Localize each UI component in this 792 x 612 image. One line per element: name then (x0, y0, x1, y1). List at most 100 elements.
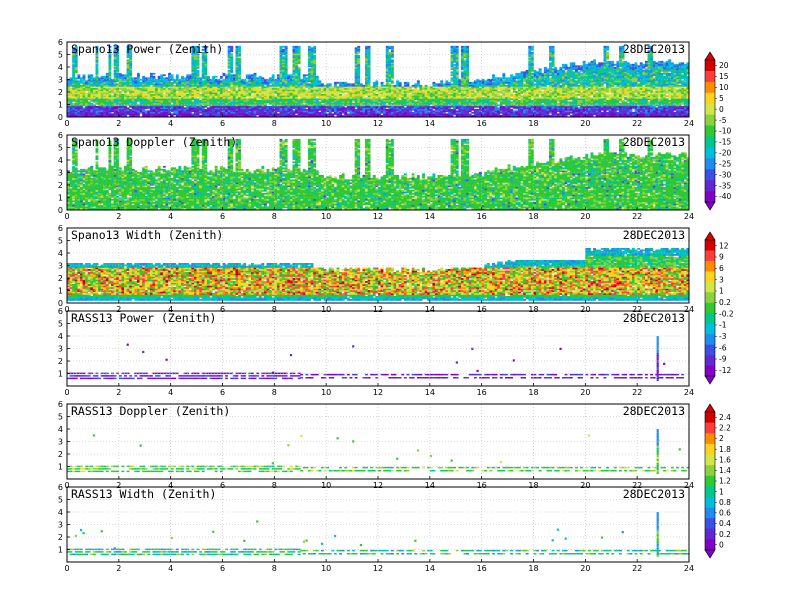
heatmap-cell (153, 73, 156, 75)
heatmap-cell (181, 76, 184, 78)
heatmap-cell (199, 115, 202, 117)
heatmap-cell (326, 113, 329, 115)
heatmap-cell (137, 73, 140, 75)
heatmap-cell (269, 77, 272, 79)
heatmap-cell (381, 82, 384, 84)
heatmap-cell (248, 74, 251, 76)
heatmap-cell (404, 107, 407, 109)
heatmap-cell (321, 83, 324, 85)
heatmap-cell (282, 49, 285, 51)
heatmap-cell (355, 109, 358, 111)
heatmap-cell (150, 73, 153, 75)
heatmap-cell (298, 98, 301, 100)
heatmap-cell (412, 89, 415, 91)
radar-profiler-figure: 0 2 4 6 8 10 12 14 16 18 20 22 2401234560 2 4 6 8 10 12 14 1… (0, 0, 792, 612)
heatmap-cell (316, 98, 319, 100)
heatmap-cell (176, 92, 179, 94)
heatmap-cell (132, 77, 135, 79)
heatmap-cell (388, 52, 391, 54)
heatmap-cell (277, 88, 280, 90)
heatmap-cell (199, 77, 202, 79)
heatmap-cell (204, 109, 207, 111)
heatmap-cell (80, 77, 83, 79)
heatmap-cell (342, 95, 345, 97)
heatmap-cell (321, 94, 324, 96)
heatmap-cell (414, 101, 417, 103)
heatmap-cell (342, 82, 345, 84)
heatmap-cell (342, 115, 345, 117)
heatmap-cell (344, 107, 347, 109)
heatmap-cell (308, 83, 311, 85)
heatmap-cell (171, 113, 174, 115)
heatmap-cell (191, 113, 194, 115)
heatmap-cell (378, 86, 381, 88)
heatmap-cell (303, 74, 306, 76)
heatmap-cell (344, 94, 347, 96)
heatmap-cell (70, 77, 73, 79)
heatmap-cell (153, 76, 156, 78)
heatmap-cell (145, 77, 148, 79)
heatmap-cell (381, 115, 384, 117)
heatmap-cell (339, 82, 342, 84)
heatmap-cell (106, 73, 109, 75)
heatmap-cell (77, 80, 80, 82)
heatmap-cell (331, 86, 334, 88)
heatmap-cell (176, 74, 179, 76)
heatmap-cell (186, 94, 189, 96)
heatmap-cell (140, 82, 143, 84)
heatmap-cell (349, 83, 352, 85)
heatmap-cell (347, 113, 350, 115)
heatmap-cell (173, 85, 176, 87)
heatmap-cell (259, 76, 262, 78)
heatmap-cell (83, 74, 86, 76)
heatmap-cell (311, 47, 314, 49)
heatmap-cell (414, 83, 417, 85)
heatmap-cell (264, 86, 267, 88)
heatmap-cell (230, 46, 233, 48)
heatmap-cell (199, 100, 202, 102)
heatmap-cell (256, 77, 259, 79)
heatmap-cell (165, 77, 168, 79)
heatmap-cell (235, 46, 238, 48)
heatmap-cell (171, 74, 174, 76)
heatmap-cell (355, 47, 358, 49)
heatmap-cell (171, 82, 174, 84)
heatmap-cell (277, 113, 280, 115)
heatmap-cell (305, 89, 308, 91)
heatmap-cell (83, 107, 86, 109)
heatmap-cell (259, 100, 262, 102)
heatmap-cell (347, 83, 350, 85)
heatmap-cell (127, 107, 130, 109)
heatmap-cell (318, 80, 321, 82)
heatmap-cell (313, 46, 316, 48)
heatmap-cell (419, 85, 422, 87)
heatmap-cell (101, 76, 104, 78)
heatmap-cell (375, 94, 378, 96)
heatmap-cell (417, 89, 420, 91)
heatmap-cell (261, 77, 264, 79)
heatmap-cell (163, 77, 166, 79)
heatmap-cell (251, 74, 254, 76)
heatmap-cell (386, 109, 389, 111)
heatmap-cell (88, 74, 91, 76)
heatmap-cell (207, 76, 210, 78)
heatmap-cell (230, 74, 233, 76)
heatmap-cell (368, 46, 371, 48)
heatmap-cell (127, 59, 130, 61)
heatmap-cell (383, 85, 386, 87)
heatmap-cell (225, 74, 228, 76)
heatmap-cell (96, 106, 99, 108)
heatmap-cell (121, 94, 124, 96)
heatmap-cell (305, 109, 308, 111)
heatmap-cell (160, 74, 163, 76)
heatmap-cell (412, 112, 415, 114)
heatmap-cell (202, 80, 205, 82)
heatmap-cell (80, 85, 83, 87)
heatmap-cell (256, 100, 259, 102)
heatmap-cell (308, 68, 311, 70)
heatmap-cell (352, 83, 355, 85)
heatmap-cell (339, 94, 342, 96)
heatmap-cell (259, 88, 262, 90)
heatmap-cell (103, 76, 106, 78)
heatmap-cell (246, 74, 249, 76)
